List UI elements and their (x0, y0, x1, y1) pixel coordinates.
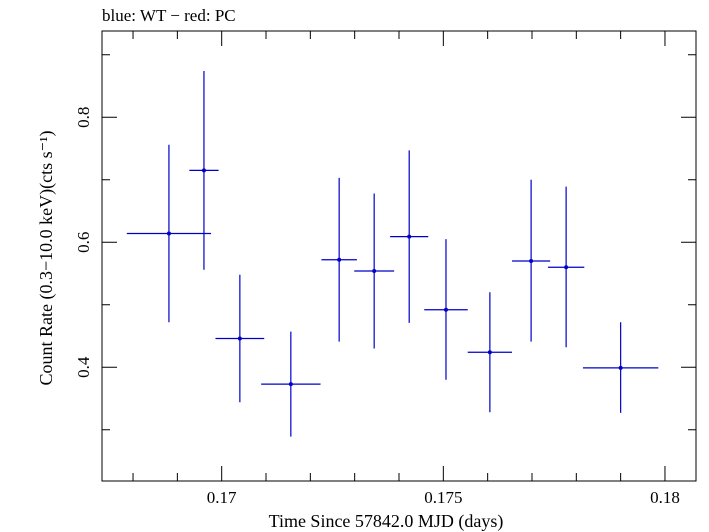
y-axis-label: Count Rate (0.3−10.0 keV)(cts s⁻¹) (36, 130, 57, 385)
data-marker (618, 365, 623, 370)
data-marker (201, 168, 206, 173)
x-tick-label: 0.17 (207, 488, 237, 507)
data-marker (407, 234, 412, 239)
data-point (321, 177, 357, 342)
data-point (215, 274, 265, 403)
data-marker (237, 336, 242, 341)
data-marker (529, 259, 534, 263)
data-point (547, 186, 585, 348)
data-marker (337, 257, 342, 262)
data-marker (487, 350, 492, 355)
y-tick-label: 0.8 (74, 107, 93, 128)
y-tick-label: 0.4 (74, 356, 93, 378)
chart-title: blue: WT − red: PC (102, 6, 236, 25)
data-point (354, 193, 395, 349)
plot-frame (101, 30, 697, 482)
data-point (467, 292, 513, 413)
x-axis-ticks (132, 31, 666, 481)
data-point (189, 71, 219, 270)
data-point (390, 150, 429, 323)
x-axis-tick-labels: 0.17 0.175 0.18 (207, 488, 680, 507)
data-point (126, 144, 212, 323)
data-point (582, 322, 659, 413)
y-axis-ticks (102, 54, 696, 431)
data-point (424, 239, 468, 380)
y-tick-label: 0.6 (74, 232, 93, 253)
x-axis-label: Time Since 57842.0 MJD (days) (269, 511, 504, 532)
x-tick-label: 0.18 (650, 488, 680, 507)
data-point (261, 331, 321, 437)
data-marker (372, 269, 377, 273)
plot-border (101, 30, 697, 482)
data-marker (443, 307, 448, 312)
data-point (512, 179, 551, 342)
x-tick-label: 0.175 (424, 488, 462, 507)
data-points (126, 71, 659, 437)
y-axis-tick-labels: 0.4 0.6 0.8 (74, 107, 93, 378)
data-marker (166, 231, 171, 236)
data-marker (564, 265, 569, 270)
data-marker (288, 382, 293, 387)
